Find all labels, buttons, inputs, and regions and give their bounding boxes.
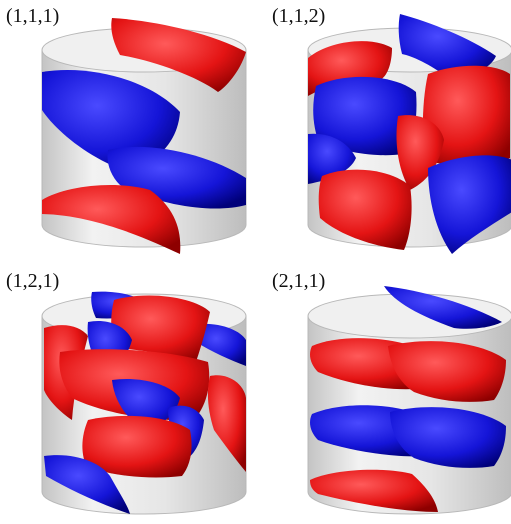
panel-121: (1,2,1) — [6, 270, 247, 515]
blue-lobe — [398, 14, 496, 78]
blue-lobe — [42, 69, 180, 172]
red-lobe — [310, 469, 438, 512]
blue-lobe — [428, 155, 511, 254]
red-lobe — [111, 18, 246, 92]
blue-lobe — [308, 133, 356, 184]
blue-lobe — [313, 76, 417, 156]
red-lobe — [111, 295, 210, 362]
red-lobe — [318, 169, 412, 250]
panel-label: (2,1,1) — [272, 270, 325, 292]
blue-lobe — [390, 407, 506, 468]
red-lobe — [396, 115, 444, 190]
panel-label: (1,1,1) — [6, 5, 59, 27]
panel-211: (2,1,1) — [272, 270, 511, 515]
red-lobe — [42, 185, 181, 254]
blue-lobe — [44, 455, 130, 514]
blue-lobe — [384, 286, 502, 329]
red-lobe — [422, 65, 510, 166]
panel-label: (1,2,1) — [6, 270, 59, 292]
blue-lobe — [196, 323, 246, 366]
red-lobe — [207, 375, 246, 472]
panel-111: (1,1,1) — [6, 5, 247, 254]
red-lobe — [388, 341, 506, 402]
panel-label: (1,1,2) — [272, 5, 325, 27]
panel-112: (1,1,2) — [272, 5, 511, 254]
red-lobe — [82, 415, 192, 478]
